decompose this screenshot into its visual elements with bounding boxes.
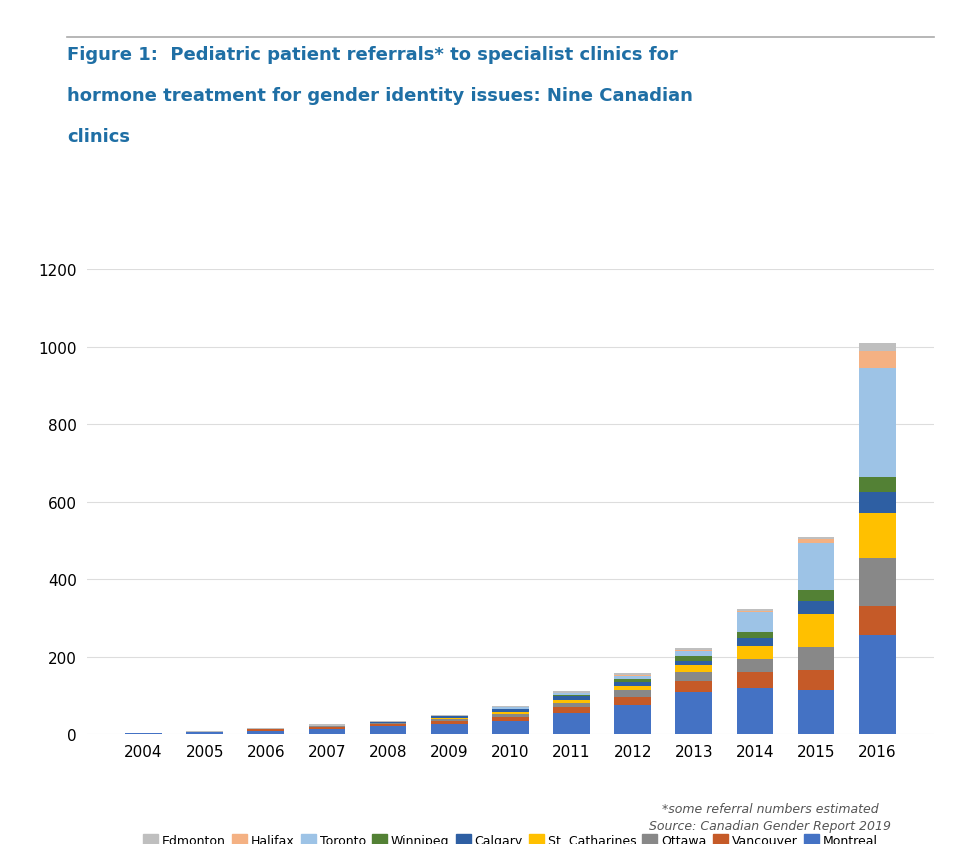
- Bar: [614, 697, 651, 706]
- Bar: [430, 720, 468, 722]
- Bar: [370, 725, 406, 727]
- Bar: [614, 679, 651, 682]
- Text: Figure 1:  Pediatric patient referrals* to specialist clinics for: Figure 1: Pediatric patient referrals* t…: [67, 46, 678, 64]
- Bar: [553, 701, 590, 703]
- Bar: [614, 686, 651, 690]
- Bar: [553, 693, 590, 695]
- Bar: [675, 681, 713, 692]
- Bar: [737, 639, 773, 647]
- Bar: [859, 558, 896, 607]
- Bar: [859, 344, 896, 351]
- Bar: [614, 674, 651, 675]
- Bar: [797, 539, 835, 544]
- Bar: [859, 514, 896, 558]
- Bar: [308, 727, 346, 729]
- Bar: [492, 707, 529, 709]
- Text: *some referral numbers estimated: *some referral numbers estimated: [663, 802, 878, 815]
- Bar: [675, 673, 713, 681]
- Bar: [430, 717, 468, 718]
- Bar: [430, 722, 468, 725]
- Bar: [737, 611, 773, 613]
- Text: hormone treatment for gender identity issues: Nine Canadian: hormone treatment for gender identity is…: [67, 87, 693, 105]
- Text: clinics: clinics: [67, 127, 130, 145]
- Bar: [492, 714, 529, 717]
- Bar: [370, 721, 406, 722]
- Bar: [553, 707, 590, 713]
- Bar: [492, 717, 529, 721]
- Bar: [492, 710, 529, 711]
- Bar: [859, 351, 896, 369]
- Bar: [492, 721, 529, 734]
- Bar: [859, 369, 896, 477]
- Bar: [675, 656, 713, 661]
- Bar: [797, 690, 835, 734]
- Bar: [675, 652, 713, 656]
- Bar: [859, 607, 896, 636]
- Bar: [308, 725, 346, 726]
- Bar: [675, 692, 713, 734]
- Bar: [675, 648, 713, 650]
- Bar: [553, 703, 590, 707]
- Text: Source: Canadian Gender Report 2019: Source: Canadian Gender Report 2019: [649, 819, 892, 832]
- Bar: [675, 665, 713, 673]
- Bar: [247, 731, 284, 734]
- Bar: [859, 636, 896, 734]
- Bar: [675, 650, 713, 652]
- Legend: Edmonton, Halifax, Toronto, Winnipeg, Calgary, St. Catharines, Ottawa, Vancouver: Edmonton, Halifax, Toronto, Winnipeg, Ca…: [139, 829, 882, 844]
- Bar: [247, 728, 284, 729]
- Bar: [737, 673, 773, 688]
- Bar: [308, 729, 346, 734]
- Bar: [797, 537, 835, 539]
- Bar: [797, 647, 835, 670]
- Bar: [430, 715, 468, 717]
- Bar: [737, 647, 773, 659]
- Bar: [797, 614, 835, 647]
- Bar: [859, 493, 896, 514]
- Bar: [675, 661, 713, 665]
- Bar: [859, 477, 896, 493]
- Bar: [430, 718, 468, 720]
- Bar: [492, 706, 529, 707]
- Bar: [614, 675, 651, 676]
- Bar: [797, 590, 835, 601]
- Bar: [797, 601, 835, 614]
- Bar: [186, 733, 223, 734]
- Bar: [370, 723, 406, 725]
- Bar: [737, 613, 773, 632]
- Bar: [125, 733, 162, 734]
- Bar: [797, 544, 835, 590]
- Bar: [430, 725, 468, 734]
- Bar: [737, 659, 773, 673]
- Bar: [614, 682, 651, 686]
- Bar: [614, 676, 651, 679]
- Bar: [370, 727, 406, 734]
- Bar: [553, 713, 590, 734]
- Bar: [492, 711, 529, 714]
- Bar: [553, 696, 590, 701]
- Bar: [737, 688, 773, 734]
- Bar: [737, 632, 773, 639]
- Bar: [614, 706, 651, 734]
- Bar: [370, 722, 406, 723]
- Bar: [797, 670, 835, 690]
- Bar: [247, 729, 284, 731]
- Bar: [553, 691, 590, 693]
- Bar: [553, 695, 590, 696]
- Bar: [737, 609, 773, 611]
- Bar: [614, 690, 651, 697]
